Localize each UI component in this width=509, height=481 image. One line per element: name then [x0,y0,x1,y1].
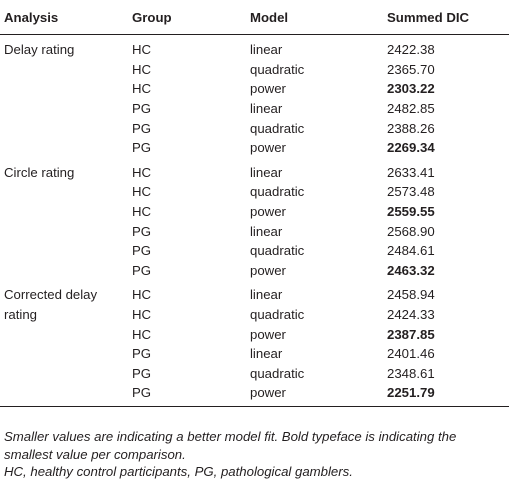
dic-cell: 2422.38 [387,42,435,58]
group-cell: PG [132,101,152,117]
model-cell: linear [250,346,283,362]
group-cell: HC [132,81,152,97]
table-row: PG power 2269.34 [0,138,509,158]
model-cell: power [250,385,286,401]
group-cell: PG [132,385,152,401]
dic-cell: 2388.26 [387,120,435,136]
table-row: PG power 2463.32 [0,261,509,281]
model-comparison-table: Analysis Group Model Summed DIC Delay ra… [0,0,509,407]
header-group: Group [128,0,246,35]
group-cell: PG [132,243,152,259]
table-row: PG power 2251.79 [0,383,509,406]
dic-cell: 2387.85 [387,326,435,342]
dic-cell: 2458.94 [387,287,435,303]
table-row: PG quadratic 2388.26 [0,118,509,138]
table-row: Delay rating HC linear 2422.38 [0,35,509,60]
dic-cell: 2303.22 [387,81,435,97]
model-cell: linear [250,223,283,239]
dic-cell: 2484.61 [387,243,435,259]
model-cell: power [250,326,286,342]
group-cell: PG [132,223,152,239]
model-cell: power [250,140,286,156]
model-cell: linear [250,164,283,180]
model-cell: power [250,262,286,278]
dic-cell: 2633.41 [387,164,435,180]
group-cell: HC [132,204,152,220]
footnote-abbreviations: HC, healthy control participants, PG, pa… [4,464,353,479]
table-row: PG quadratic 2484.61 [0,241,509,261]
group-cell: HC [132,42,152,58]
dic-cell: 2424.33 [387,307,435,323]
model-cell: linear [250,287,283,303]
table-row: Corrected delay rating HC linear 2458.94 [0,280,509,322]
model-cell: linear [250,101,283,117]
model-cell: quadratic [250,243,305,259]
table-row: Circle rating HC linear 2633.41 [0,158,509,183]
table-row: PG linear 2401.46 [0,344,509,364]
table-row: PG linear 2568.90 [0,221,509,241]
model-cell: quadratic [250,184,305,200]
dic-cell: 2559.55 [387,204,435,220]
dic-cell: 2568.90 [387,223,435,239]
table-row: PG linear 2482.85 [0,99,509,119]
model-cell: power [250,81,286,97]
dic-cell: 2251.79 [387,385,435,401]
table-row: PG quadratic 2348.61 [0,364,509,384]
header-summed-dic: Summed DIC [383,0,509,35]
group-cell: PG [132,346,152,362]
table-footnotes: Smaller values are indicating a better m… [4,428,504,481]
table-row: HC power 2559.55 [0,202,509,222]
model-cell: quadratic [250,61,305,77]
group-cell: HC [132,184,152,200]
group-cell: HC [132,287,152,303]
group-cell: PG [132,262,152,278]
table-row: HC power 2387.85 [0,324,509,344]
model-cell: quadratic [250,365,305,381]
header-model: Model [246,0,383,35]
group-cell: HC [132,61,152,77]
header-analysis: Analysis [0,0,128,35]
table-row: HC quadratic 2365.70 [0,60,509,80]
dic-cell: 2401.46 [387,346,435,362]
group-cell: PG [132,365,152,381]
header-row: Analysis Group Model Summed DIC [0,0,509,35]
dic-cell: 2365.70 [387,61,435,77]
group-cell: PG [132,140,152,156]
dic-cell: 2573.48 [387,184,435,200]
dic-cell: 2463.32 [387,262,435,278]
dic-cell: 2348.61 [387,365,435,381]
table-row: HC power 2303.22 [0,79,509,99]
dic-cell: 2269.34 [387,140,435,156]
table-row: HC quadratic 2424.33 [0,305,509,325]
group-cell: HC [132,164,152,180]
model-cell: power [250,204,286,220]
group-cell: HC [132,307,152,323]
group-cell: HC [132,326,152,342]
analysis-cell: Delay rating [4,42,75,57]
table-header: Analysis Group Model Summed DIC [0,0,509,35]
analysis-cell: Corrected delay rating [4,287,98,322]
analysis-cell: Circle rating [4,164,75,180]
dic-cell: 2482.85 [387,101,435,117]
footnote-fit: Smaller values are indicating a better m… [4,429,457,462]
model-cell: quadratic [250,307,305,323]
model-cell: linear [250,42,283,58]
table-row: HC quadratic 2573.48 [0,182,509,202]
group-cell: PG [132,120,152,136]
table-body: Delay rating HC linear 2422.38 HC quadratic 23… [0,35,509,407]
model-cell: quadratic [250,120,305,136]
